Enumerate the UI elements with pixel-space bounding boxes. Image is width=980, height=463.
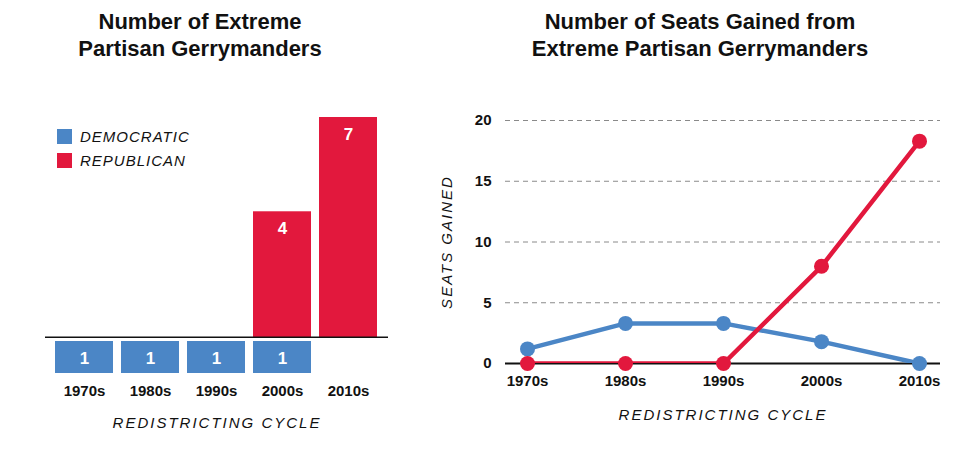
svg-text:1: 1 (146, 349, 155, 368)
svg-text:20: 20 (475, 111, 492, 128)
svg-text:1: 1 (212, 349, 221, 368)
svg-text:2000s: 2000s (262, 382, 304, 399)
html-text:Number of Extreme Partisan Ger: Number of Extreme Partisan Gerrymanders (78, 9, 322, 61)
svg-text:1980s: 1980s (130, 382, 172, 399)
svg-text:10: 10 (475, 233, 492, 250)
svg-text:1970s: 1970s (64, 382, 106, 399)
svg-text:0: 0 (483, 354, 491, 371)
svg-text:REDISTRICTING CYCLE: REDISTRICTING CYCLE (113, 414, 322, 431)
svg-text:1990s: 1990s (196, 382, 238, 399)
svg-text:2010s: 2010s (899, 372, 941, 389)
svg-text:1980s: 1980s (605, 372, 647, 389)
svg-text:1970s: 1970s (507, 372, 549, 389)
svg-text:15: 15 (475, 172, 492, 189)
svg-text:5: 5 (483, 294, 491, 311)
html-text:Number of Seats Gained from Ex: Number of Seats Gained from Extreme Part… (531, 9, 869, 61)
svg-text:1: 1 (80, 349, 89, 368)
svg-text:4: 4 (278, 219, 288, 238)
svg-text:SEATS GAINED: SEATS GAINED (438, 175, 455, 309)
svg-text:REDISTRICTING CYCLE: REDISTRICTING CYCLE (619, 406, 828, 423)
svg-text:2000s: 2000s (801, 372, 843, 389)
svg-text:7: 7 (344, 125, 353, 144)
html-text:REPUBLICAN: REPUBLICAN (80, 151, 186, 169)
svg-text:1: 1 (278, 349, 287, 368)
html-text:DEMOCRATIC: DEMOCRATIC (80, 127, 190, 145)
svg-text:2010s: 2010s (328, 382, 370, 399)
svg-text:1990s: 1990s (703, 372, 745, 389)
